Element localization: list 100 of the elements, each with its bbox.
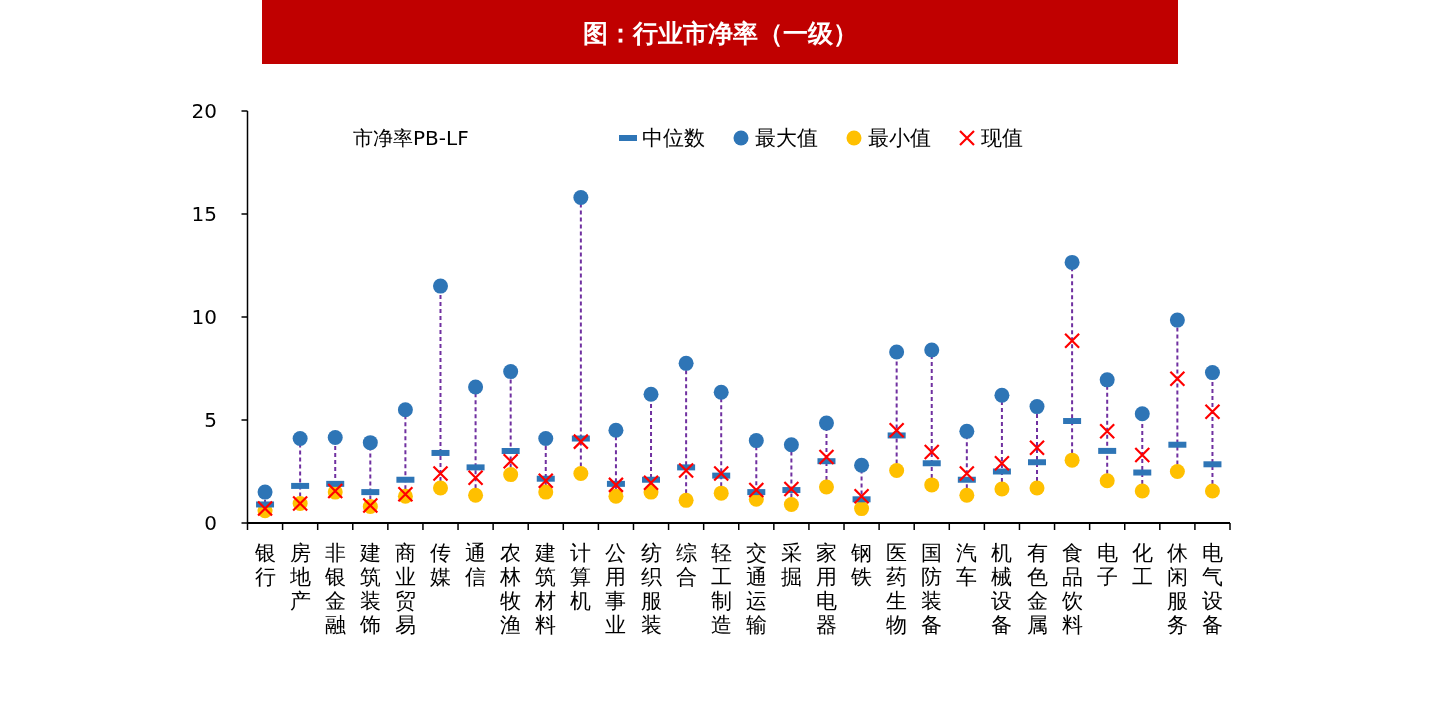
point bbox=[1064, 332, 1081, 349]
point bbox=[1204, 403, 1221, 420]
x-tick-label: 传媒 bbox=[429, 541, 451, 589]
legend-label: 最大值 bbox=[755, 126, 818, 150]
legend-label: 现值 bbox=[981, 126, 1023, 150]
point bbox=[468, 487, 484, 503]
point bbox=[1099, 473, 1115, 489]
x-tick-label: 有色金属 bbox=[1026, 541, 1048, 637]
x-tick-label: 公用事业 bbox=[605, 541, 627, 637]
point bbox=[678, 492, 694, 508]
point bbox=[889, 344, 905, 360]
point bbox=[608, 488, 624, 504]
point bbox=[503, 467, 519, 483]
x-tick-label: 家用电器 bbox=[815, 541, 837, 637]
point bbox=[958, 465, 975, 482]
legend-label: 最小值 bbox=[868, 126, 931, 150]
point bbox=[818, 448, 835, 466]
point bbox=[1134, 406, 1150, 422]
point bbox=[502, 453, 519, 470]
point bbox=[468, 379, 484, 395]
legend-label: 中位数 bbox=[642, 126, 705, 150]
point bbox=[573, 466, 589, 482]
point bbox=[432, 480, 448, 496]
legend-item: 现值 bbox=[958, 126, 1023, 150]
point bbox=[713, 465, 730, 482]
x-tick-label: 计算机 bbox=[570, 541, 592, 613]
point bbox=[538, 431, 554, 447]
chart-title: 图：行业市净率（一级） bbox=[582, 19, 858, 48]
x-tick-label: 银行 bbox=[253, 541, 276, 589]
point bbox=[397, 402, 413, 418]
point bbox=[854, 501, 870, 517]
x-tick-label: 汽车 bbox=[956, 541, 978, 589]
point bbox=[1134, 483, 1150, 499]
point bbox=[748, 433, 764, 449]
point bbox=[959, 423, 975, 439]
point bbox=[292, 431, 308, 447]
point bbox=[607, 476, 625, 493]
point bbox=[1169, 312, 1185, 328]
point bbox=[923, 443, 940, 461]
point bbox=[1204, 483, 1220, 499]
x-tick-label: 通信 bbox=[465, 541, 487, 589]
point bbox=[1169, 370, 1186, 387]
point bbox=[994, 481, 1010, 497]
point bbox=[678, 462, 695, 479]
point bbox=[467, 469, 484, 486]
point bbox=[924, 477, 940, 493]
point bbox=[818, 479, 834, 495]
point bbox=[1064, 452, 1080, 468]
point bbox=[993, 455, 1011, 472]
point bbox=[537, 472, 554, 489]
point bbox=[642, 474, 660, 491]
point bbox=[783, 437, 799, 453]
x-tick-label: 综合 bbox=[675, 541, 697, 589]
point bbox=[643, 386, 659, 402]
legend-item: 最大值 bbox=[733, 126, 818, 150]
point bbox=[959, 487, 975, 503]
point bbox=[1064, 254, 1080, 270]
point bbox=[678, 355, 694, 371]
point bbox=[1099, 372, 1115, 388]
x-tick-label: 医药生物 bbox=[886, 541, 908, 637]
point bbox=[854, 457, 870, 473]
point bbox=[572, 433, 589, 450]
y-tick-label: 5 bbox=[204, 408, 217, 432]
point bbox=[538, 484, 554, 500]
point bbox=[1134, 446, 1151, 464]
point bbox=[327, 430, 343, 446]
point bbox=[783, 480, 800, 498]
x-tick-label: 电子 bbox=[1096, 541, 1118, 589]
x-tick-label: 纺织服装 bbox=[640, 541, 662, 637]
point bbox=[889, 462, 905, 478]
x-tick-label: 农林牧渔 bbox=[499, 541, 522, 637]
point bbox=[783, 496, 799, 512]
x-tick-label: 轻工制造 bbox=[710, 541, 732, 637]
point bbox=[1029, 399, 1045, 415]
point bbox=[853, 488, 870, 505]
point bbox=[1099, 423, 1116, 440]
x-tick-label: 食品饮料 bbox=[1060, 541, 1083, 637]
point bbox=[1169, 464, 1185, 479]
x-tick-label: 建筑材料 bbox=[534, 541, 557, 637]
x-tick-label: 建筑装饰 bbox=[358, 541, 381, 637]
y-tick-label: 15 bbox=[191, 202, 217, 226]
legend-title: 市净率PB-LF bbox=[353, 126, 469, 150]
point bbox=[818, 415, 834, 431]
x-tick-label: 商业贸易 bbox=[394, 541, 416, 637]
point bbox=[994, 387, 1010, 403]
x-tick-label: 机械设备 bbox=[991, 541, 1013, 637]
point bbox=[432, 278, 448, 294]
x-tick-label: 国防装备 bbox=[921, 541, 943, 637]
point bbox=[362, 435, 378, 451]
point bbox=[608, 422, 624, 438]
y-tick-label: 20 bbox=[191, 99, 217, 123]
point bbox=[573, 190, 589, 206]
point bbox=[713, 384, 729, 400]
point bbox=[503, 364, 519, 380]
y-tick-label: 10 bbox=[191, 305, 217, 329]
point bbox=[888, 422, 905, 439]
point bbox=[713, 485, 729, 501]
point bbox=[432, 465, 449, 482]
x-tick-label: 采掘 bbox=[780, 541, 802, 589]
x-tick-label: 化工 bbox=[1131, 541, 1153, 589]
